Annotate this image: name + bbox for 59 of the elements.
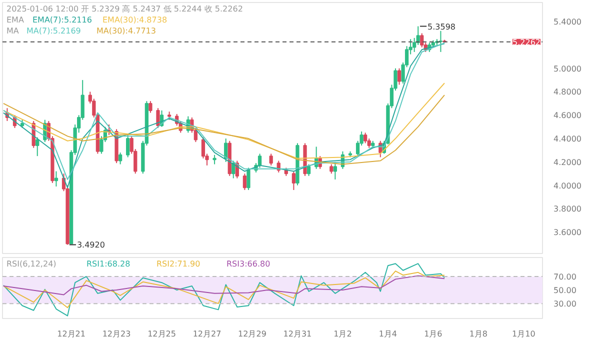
line-series — [2, 270, 445, 308]
x-tick-label: 1月10 — [512, 330, 536, 338]
candlestick — [306, 164, 311, 176]
series-label: RSI1:68.28 — [86, 260, 130, 268]
candlestick — [420, 32, 424, 48]
candlestick — [118, 152, 122, 165]
text: EMA(30):4.8738 — [102, 16, 168, 24]
candlestick — [364, 132, 368, 144]
text: MA(30):4.7713 — [96, 26, 156, 36]
candlestick — [224, 138, 228, 162]
y-tick-label: 5.0000 — [554, 64, 582, 74]
y-tick-label: 4.8000 — [554, 88, 582, 97]
annotation: MA — [6, 26, 20, 36]
y-tick-label: 30.00 — [554, 300, 576, 309]
x-tick-label: 1月4 — [378, 330, 398, 338]
candlestick — [212, 154, 216, 165]
candlestick — [397, 68, 402, 86]
y-tick-label: 3.6000 — [554, 228, 582, 238]
y-tick-label: 4.4000 — [554, 134, 582, 144]
ref-line-label: 5.2262 — [512, 38, 541, 47]
annotation: EMA — [6, 16, 24, 24]
candlestick — [438, 30, 443, 52]
text: EMA(7):5.2116 — [32, 16, 92, 24]
y-tick-label: 4.0000 — [554, 181, 582, 190]
y-tick-label: 70.00 — [554, 272, 576, 282]
x-tick-label: 1月6 — [424, 330, 442, 338]
x-tick-label: 12月25 — [148, 330, 176, 338]
candlestick — [258, 153, 262, 168]
y-tick-label: 5.4000 — [554, 18, 582, 27]
candlestick — [269, 153, 273, 166]
candlestick — [330, 164, 334, 174]
series-label: RSI2:71.90 — [156, 260, 200, 268]
x-tick-label: 12月29 — [238, 330, 266, 338]
annotation: 2025-01-06 12:00 开 5.2329 高 5.2437 低 5.2244 收 5.2262 — [6, 4, 243, 14]
x-tick-label: 1月8 — [469, 330, 488, 338]
candlestick — [156, 108, 160, 128]
candlestick — [148, 100, 152, 114]
candlestick — [246, 167, 250, 190]
x-tick-label: 1月2 — [334, 330, 352, 338]
text: MA(7):5.2169 — [26, 26, 81, 36]
y-tick-label: 4.2000 — [554, 158, 582, 167]
text: RSI3:66.80 — [226, 260, 270, 268]
candlestick — [242, 173, 247, 190]
x-tick-label: 12月21 — [57, 330, 86, 338]
candlestick — [36, 136, 40, 157]
x-tick-label: 12月23 — [102, 330, 131, 338]
y-tick-label: 3.8000 — [554, 204, 582, 214]
annotation: 5.3598 — [428, 22, 456, 32]
annotation: 3.4920 — [76, 240, 105, 250]
y-tick-label: 50.00 — [554, 286, 576, 296]
candlestick — [292, 170, 296, 190]
candlestick — [126, 134, 130, 158]
x-tick-label: 12月27 — [192, 330, 222, 338]
x-tick-label: 12月31 — [283, 330, 312, 338]
chart-title: RSI(6,12,24) — [6, 260, 56, 268]
line-series — [2, 275, 445, 296]
y-tick-label: 4.6000 — [554, 111, 582, 120]
candlestick — [54, 170, 58, 187]
candlestick — [333, 161, 337, 180]
